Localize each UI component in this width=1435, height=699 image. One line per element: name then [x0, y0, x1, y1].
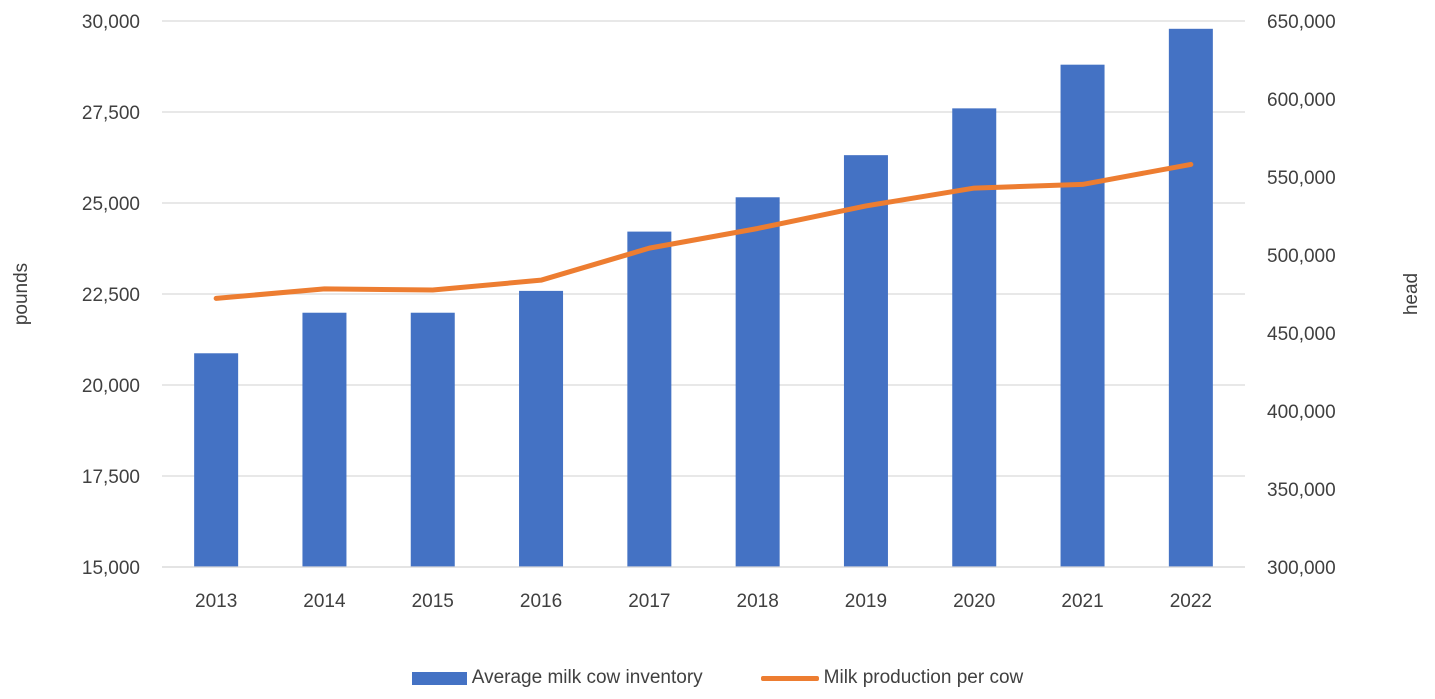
- y-right-tick-label: 600,000: [1267, 90, 1336, 111]
- x-tick-label: 2022: [1170, 591, 1212, 612]
- legend-label-line: Milk production per cow: [824, 667, 1024, 689]
- legend-item-bars: Average milk cow inventory: [412, 667, 703, 689]
- legend-item-line: Milk production per cow: [761, 667, 1024, 689]
- x-tick-label: 2021: [1061, 591, 1103, 612]
- bar: [302, 313, 346, 567]
- bar: [194, 353, 238, 567]
- bar: [1169, 29, 1213, 567]
- bar: [1061, 65, 1105, 567]
- y-left-axis-label: pounds: [11, 263, 32, 325]
- y-left-tick-label: 22,500: [82, 285, 140, 306]
- x-tick-label: 2013: [195, 591, 237, 612]
- line-series: [216, 164, 1191, 298]
- bar: [736, 197, 780, 567]
- y-right-tick-label: 650,000: [1267, 12, 1336, 33]
- legend-swatch-bars: [412, 672, 467, 685]
- y-left-tick-label: 25,000: [82, 194, 140, 215]
- y-left-tick-label: 15,000: [82, 558, 140, 579]
- y-left-tick-label: 20,000: [82, 376, 140, 397]
- legend-label-bars: Average milk cow inventory: [472, 667, 703, 689]
- x-tick-label: 2017: [628, 591, 670, 612]
- y-left-tick-label: 27,500: [82, 103, 140, 124]
- y-right-tick-label: 500,000: [1267, 246, 1336, 267]
- legend: Average milk cow inventory Milk producti…: [0, 666, 1435, 690]
- x-tick-label: 2015: [412, 591, 454, 612]
- bar: [411, 313, 455, 567]
- y-right-tick-label: 550,000: [1267, 168, 1336, 189]
- x-tick-label: 2016: [520, 591, 562, 612]
- y-right-axis-label: head: [1401, 273, 1422, 315]
- y-right-tick-label: 300,000: [1267, 558, 1336, 579]
- bar: [952, 108, 996, 567]
- x-tick-label: 2019: [845, 591, 887, 612]
- y-right-tick-label: 450,000: [1267, 324, 1336, 345]
- y-right-tick-label: 400,000: [1267, 402, 1336, 423]
- x-tick-label: 2014: [303, 591, 346, 612]
- x-tick-label: 2018: [737, 591, 779, 612]
- y-left-tick-label: 17,500: [82, 467, 140, 488]
- bar: [844, 155, 888, 567]
- y-left-tick-label: 30,000: [82, 12, 140, 33]
- bar: [627, 232, 671, 567]
- y-right-tick-label: 350,000: [1267, 480, 1336, 501]
- legend-swatch-line: [761, 676, 819, 681]
- x-tick-label: 2020: [953, 591, 995, 612]
- bar: [519, 291, 563, 567]
